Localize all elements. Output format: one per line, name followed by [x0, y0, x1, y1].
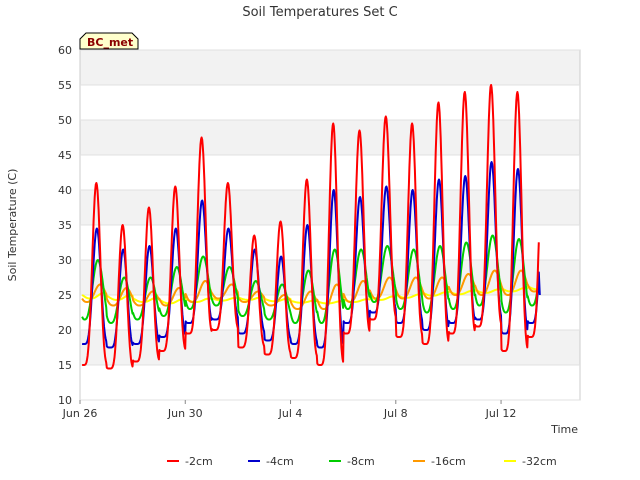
grid-band [80, 50, 580, 85]
x-tick-label: Jun 30 [167, 407, 203, 420]
y-tick-label: 10 [58, 394, 72, 407]
x-tick-label: Jul 4 [278, 407, 303, 420]
y-tick-label: 20 [58, 324, 72, 337]
legend-label: -8cm [347, 455, 375, 468]
y-tick-label: 30 [58, 254, 72, 267]
y-tick-label: 60 [58, 44, 72, 57]
chart-title: Soil Temperatures Set C [242, 5, 397, 20]
legend: -2cm -4cm -8cm -16cm -32cm [167, 455, 557, 468]
grid-band [80, 330, 580, 365]
badge-label: BC_met [87, 36, 133, 49]
legend-label: -32cm [522, 455, 557, 468]
x-tick-label: Jul 12 [485, 407, 517, 420]
legend-label: -16cm [431, 455, 466, 468]
y-tick-label: 50 [58, 114, 72, 127]
station-badge: BC_met [79, 32, 139, 50]
series-line-minus-16cm [81, 269, 540, 310]
y-tick-label: 35 [58, 219, 72, 232]
legend-label: -4cm [266, 455, 294, 468]
y-tick-label: 25 [58, 289, 72, 302]
legend-label: -2cm [185, 455, 213, 468]
y-tick-label: 45 [58, 149, 72, 162]
x-axis-label: Time [550, 423, 578, 436]
series-line-minus-2cm [81, 84, 540, 370]
grid-band [80, 365, 580, 400]
y-tick-label: 55 [58, 79, 72, 92]
grid-band [80, 85, 580, 120]
x-tick-label: Jul 8 [383, 407, 408, 420]
badge-shape [79, 32, 139, 50]
y-tick-label: 15 [58, 359, 72, 372]
x-tick-label: Jun 26 [62, 407, 98, 420]
grid-band [80, 120, 580, 155]
y-axis-label: Soil Temperature (C) [6, 169, 19, 282]
series-layer [81, 84, 541, 370]
x-axis-ticks: Jun 26 Jun 30 Jul 4 Jul 8 Jul 12 [62, 400, 517, 420]
y-tick-label: 40 [58, 184, 72, 197]
